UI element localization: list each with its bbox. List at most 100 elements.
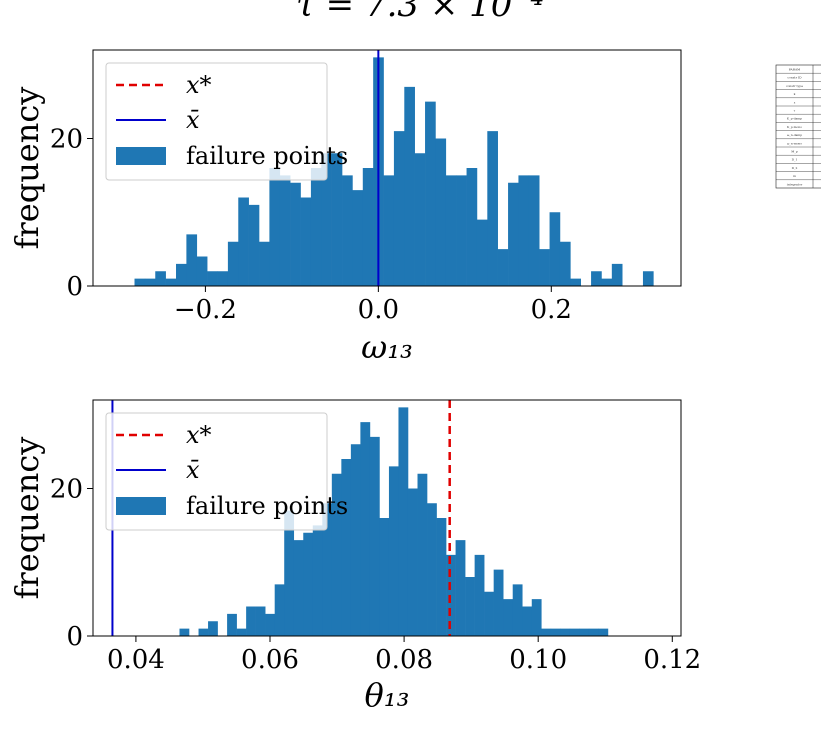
- histogram-bar: [466, 168, 478, 286]
- histogram-bar: [398, 407, 409, 636]
- y-tick-label: 0: [66, 622, 83, 652]
- legend-bars-swatch: [116, 147, 166, 165]
- histogram-bar: [407, 488, 418, 636]
- histogram-bar: [236, 628, 247, 636]
- table-row-label: PARAM: [789, 68, 800, 72]
- x-axis-label: ω₁₃: [361, 328, 413, 366]
- legend-bars-swatch: [116, 497, 166, 515]
- histogram-bar: [352, 190, 364, 286]
- parameter-table: PARAM constr ID constr type kε τ K_p-damp K_p-…: [775, 64, 821, 189]
- histogram-bar: [341, 459, 352, 636]
- histogram-bar: [474, 554, 485, 636]
- histogram-bar: [284, 510, 295, 636]
- histogram-bar: [549, 212, 561, 286]
- table-row-label: M_p: [791, 150, 798, 154]
- histogram-bar: [274, 584, 285, 636]
- histogram-bar: [208, 621, 218, 636]
- histogram-bar: [310, 168, 322, 286]
- table-row-label: ε: [794, 100, 796, 104]
- histogram-bar: [217, 271, 229, 286]
- histogram-bar: [198, 628, 209, 636]
- histogram-bar: [570, 278, 581, 286]
- histogram-bar: [155, 271, 166, 286]
- table-row-label: τ: [794, 109, 796, 113]
- histogram-bar: [497, 249, 509, 286]
- table-row-label: ω_n-mono: [787, 141, 802, 145]
- y-axis-label: frequency: [8, 87, 46, 250]
- table-row-label: k: [794, 92, 796, 96]
- histogram-bar: [393, 131, 405, 286]
- histogram-bar: [569, 628, 580, 636]
- y-tick-label: 0: [66, 272, 83, 302]
- histogram-bar: [362, 168, 374, 286]
- histogram-bar: [165, 278, 177, 286]
- histogram-bar: [446, 554, 456, 636]
- histogram-bar: [134, 278, 146, 286]
- histogram-bar: [539, 249, 550, 286]
- histogram-bar: [350, 444, 361, 636]
- histogram-bar: [383, 175, 395, 286]
- histogram-bar: [487, 131, 498, 286]
- histogram-bar: [611, 263, 623, 286]
- histogram-bar: [642, 271, 654, 286]
- histogram-bar: [550, 628, 561, 636]
- histogram-bar: [560, 628, 571, 636]
- histogram-bar: [179, 628, 190, 636]
- table-row-label: ω_n-damp: [787, 133, 802, 137]
- x-tick-label: 0.10: [509, 645, 567, 675]
- table-row-label: constr type: [786, 84, 803, 88]
- histogram-bar: [238, 197, 249, 286]
- theta-histogram-panel: 0.04 0.06 0.08 0.10 0.12 0 20 θ₁₃ frequency x* x̄ f…: [8, 399, 701, 714]
- histogram-bar: [269, 168, 281, 286]
- histogram-bar: [369, 436, 380, 636]
- table-row-label: D_2: [792, 166, 798, 170]
- histogram-bar: [388, 466, 399, 636]
- histogram-bar: [493, 569, 504, 636]
- histogram-bar: [176, 263, 187, 286]
- histogram-bar: [508, 182, 519, 286]
- histogram-bar: [259, 241, 270, 286]
- histogram-bar: [541, 628, 552, 636]
- histogram-bar: [293, 540, 304, 636]
- figure-title: τ = 7.3 × 10⁻⁴: [296, 0, 544, 25]
- histogram-bar: [248, 204, 260, 286]
- histogram-bar: [531, 599, 542, 636]
- histogram-bar: [360, 422, 371, 636]
- histogram-bar: [484, 591, 494, 636]
- histogram-bar: [435, 138, 447, 286]
- table-row-label: D_1: [792, 158, 798, 162]
- histogram-bar: [227, 613, 237, 636]
- legend-label: failure points: [186, 142, 348, 170]
- x-tick-label: −0.2: [174, 295, 237, 325]
- histogram-bar: [598, 628, 609, 636]
- histogram-bar: [601, 278, 613, 286]
- table-row-label: m: [793, 174, 796, 178]
- x-axis-label: θ₁₃: [365, 676, 410, 714]
- histogram-bar: [427, 503, 437, 636]
- histogram-bar: [196, 256, 208, 286]
- histogram-bar: [414, 153, 426, 286]
- histogram-bar: [379, 518, 390, 636]
- histogram-bar: [591, 271, 602, 286]
- table-frame: [775, 64, 821, 189]
- x-tick-label: 0.2: [531, 295, 572, 325]
- histogram-bar: [417, 473, 428, 636]
- histogram-bar: [456, 175, 467, 286]
- histogram-bar: [207, 271, 218, 286]
- histogram-bar: [331, 153, 343, 286]
- histogram-bar: [186, 234, 198, 286]
- histogram-bar: [321, 153, 332, 286]
- histogram-bar: [579, 628, 590, 636]
- histogram-bar: [503, 599, 514, 636]
- histogram-bar: [425, 101, 436, 286]
- plot-frame: [92, 399, 682, 637]
- x-tick-label: 0.0: [358, 295, 399, 325]
- legend-label: failure points: [186, 492, 348, 520]
- histogram-bar: [300, 197, 312, 286]
- x-tick-label: 0.04: [107, 645, 165, 675]
- table-row-label: K_p-damp: [787, 117, 802, 121]
- histogram-bar: [227, 241, 239, 286]
- table-row-label: integrator: [787, 182, 803, 186]
- histogram-bar: [342, 175, 353, 286]
